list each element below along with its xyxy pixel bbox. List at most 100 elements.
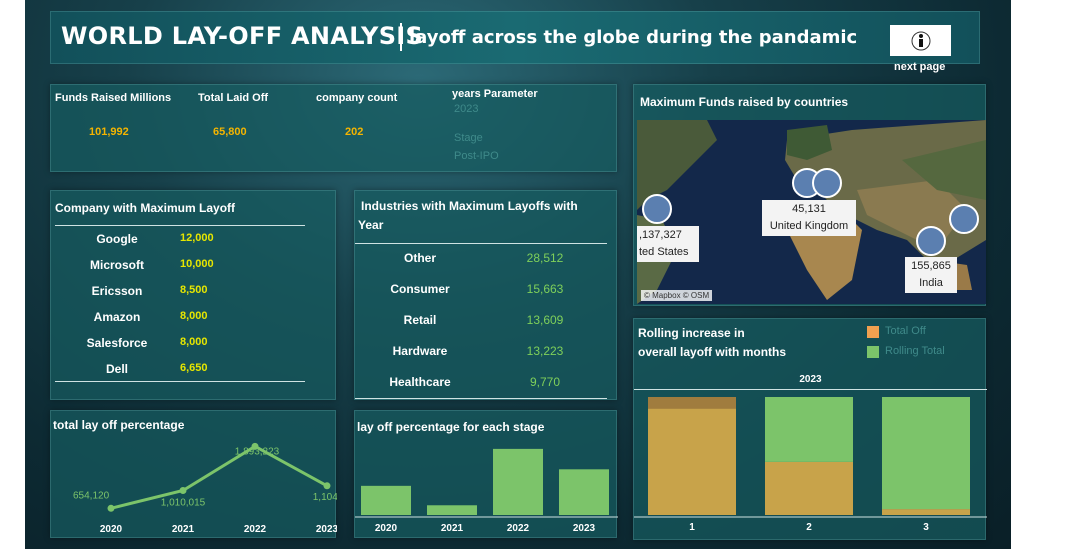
line-chart-title: total lay off percentage xyxy=(53,418,185,432)
industry-layoff-value: 9,770 xyxy=(529,375,561,389)
line-point[interactable] xyxy=(179,486,187,494)
line-x-tick: 2021 xyxy=(172,524,195,535)
legend-swatch-rolling-total xyxy=(867,346,879,358)
line-data-label: 654,120 xyxy=(73,490,110,501)
legend-label-rolling-total: Rolling Total xyxy=(885,345,945,357)
rolling-bar-segment[interactable] xyxy=(648,397,736,515)
next-page-label[interactable]: next page xyxy=(894,61,946,73)
rolling-bar-segment[interactable] xyxy=(882,397,970,510)
rolling-year-header: 2023 xyxy=(799,374,822,385)
company-name: Microsoft xyxy=(90,258,144,272)
line-chart: 654,120 2020 1,010,015 2021 1,893,223 2022 1,1… xyxy=(73,442,337,535)
divider xyxy=(355,398,607,399)
company-panel-title: Company with Maximum Layoff xyxy=(55,201,236,215)
map-credit[interactable]: © Mapbox © OSM xyxy=(641,290,713,301)
rolling-x-tick: 3 xyxy=(923,522,929,533)
map-tooltip-us-country: ted States xyxy=(639,246,689,258)
company-layoff-value: 6,650 xyxy=(180,362,208,374)
laid-off-value: 65,800 xyxy=(213,126,247,138)
stage-chart: 2020 2021 2022 2023 xyxy=(355,448,618,534)
title-bar: WORLD LAY-OFF ANALYSIS layoff across the… xyxy=(50,11,980,73)
legend-swatch-total-off xyxy=(867,326,879,338)
stage-x-tick: 2020 xyxy=(375,523,398,534)
rolling-bar-segment[interactable] xyxy=(765,461,853,515)
next-page-button[interactable] xyxy=(890,25,951,56)
line-x-tick: 2023 xyxy=(316,524,337,535)
company-name: Google xyxy=(96,232,138,246)
company-name: Amazon xyxy=(93,310,141,324)
industry-name: Consumer xyxy=(390,282,450,296)
funds-value: 101,992 xyxy=(89,126,129,138)
rolling-x-tick: 1 xyxy=(689,522,695,533)
rolling-x-tick: 2 xyxy=(806,522,812,533)
map-panel-title: Maximum Funds raised by countries xyxy=(640,95,849,109)
stage-bar[interactable] xyxy=(559,469,609,515)
map-tooltip-uk-country: United Kingdom xyxy=(769,220,849,232)
company-layoff-value: 8,500 xyxy=(180,284,208,296)
line-point[interactable] xyxy=(323,482,331,490)
line-data-label: 1,893,223 xyxy=(235,446,280,457)
map-tooltip-india-value: 155,865 xyxy=(911,260,951,272)
stage-bar[interactable] xyxy=(493,448,543,515)
map-tooltip-uk-value: 45,131 xyxy=(792,203,826,215)
industry-layoff-value: 15,663 xyxy=(526,282,564,296)
rolling-bar-segment[interactable] xyxy=(882,509,970,515)
stage-x-tick: 2023 xyxy=(573,523,596,534)
line-data-label: 1,010,015 xyxy=(161,497,206,508)
industry-panel-title-line1: Industries with Maximum Layoffs with xyxy=(361,199,578,213)
rolling-chart: 1 2 3 xyxy=(634,397,987,533)
dashboard-title: WORLD LAY-OFF ANALYSIS xyxy=(61,22,424,50)
stage-label: Stage xyxy=(454,132,483,144)
rolling-bar-segment[interactable] xyxy=(765,397,853,462)
map-tooltip-us-value: ,137,327 xyxy=(639,229,682,241)
years-parameter-label: years Parameter xyxy=(452,88,538,100)
industry-layoff-value: 28,512 xyxy=(526,251,564,265)
person-icon xyxy=(911,31,930,50)
stage-value[interactable]: Post-IPO xyxy=(454,150,499,162)
industry-layoff-value: 13,223 xyxy=(526,344,564,358)
line-x-tick: 2020 xyxy=(100,524,123,535)
line-x-tick: 2022 xyxy=(244,524,267,535)
line-point[interactable] xyxy=(107,504,115,512)
map-bubble-east-asia[interactable] xyxy=(949,204,979,234)
divider xyxy=(634,389,987,390)
stage-panel: lay off percentage for each stage 2020 20… xyxy=(354,410,618,538)
company-count-value: 202 xyxy=(345,126,364,138)
divider xyxy=(355,243,607,244)
rolling-panel: Rolling increase in overall layoff with … xyxy=(633,318,987,540)
company-name: Salesforce xyxy=(86,336,148,350)
rolling-title-line1: Rolling increase in xyxy=(638,326,745,340)
industry-name: Hardware xyxy=(392,344,448,358)
stage-bar[interactable] xyxy=(361,485,411,515)
map-bubble-europe[interactable] xyxy=(812,168,842,198)
company-layoff-value: 12,000 xyxy=(180,232,214,244)
line-panel: total lay off percentage 654,120 2020 1,01… xyxy=(50,410,337,538)
rolling-bar-cap xyxy=(648,397,736,409)
stage-bar[interactable] xyxy=(427,505,477,515)
map-bubble-india[interactable] xyxy=(916,226,946,256)
map-bubble-us[interactable] xyxy=(642,194,672,224)
stage-x-tick: 2021 xyxy=(441,523,464,534)
company-layoff-value: 10,000 xyxy=(180,258,214,270)
funds-label: Funds Raised Millions xyxy=(55,92,172,104)
industry-name: Other xyxy=(403,251,436,265)
title-separator xyxy=(400,23,402,51)
line-data-label: 1,104,044 xyxy=(313,492,337,503)
company-count-label: company count xyxy=(316,92,398,104)
years-parameter-value[interactable]: 2023 xyxy=(454,103,479,115)
company-layoff-value: 8,000 xyxy=(180,336,208,348)
industry-name: Retail xyxy=(403,313,437,327)
world-map[interactable]: ,137,327 ted States 45,131 United Kingdo… xyxy=(637,120,986,304)
company-layoff-value: 8,000 xyxy=(180,310,208,322)
rolling-title-line2: overall layoff with months xyxy=(638,345,787,359)
industry-panel-title-line2: Year xyxy=(358,218,384,232)
dashboard-subtitle: layoff across the globe during the panda… xyxy=(409,27,858,48)
line-point[interactable] xyxy=(251,442,259,450)
divider xyxy=(55,381,305,382)
line-series xyxy=(110,444,328,510)
industry-panel: Industries with Maximum Layoffs with Yea… xyxy=(354,190,617,400)
map-tooltip-us: ,137,327 ted States xyxy=(637,226,699,262)
map-tooltip-india-country: India xyxy=(919,277,943,289)
industry-layoff-value: 13,609 xyxy=(526,313,564,327)
laid-off-label: Total Laid Off xyxy=(198,92,269,104)
